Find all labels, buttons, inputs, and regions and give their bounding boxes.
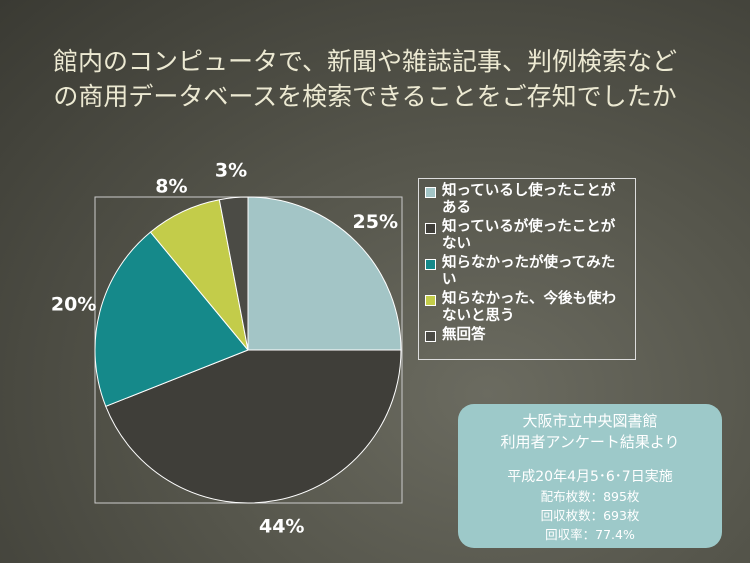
data-label: 44% xyxy=(259,515,304,537)
note-date: 平成20年4月5･6･7日実施 xyxy=(507,469,673,485)
data-label: 3% xyxy=(215,159,247,181)
pie-slice xyxy=(247,196,402,351)
legend-swatch xyxy=(425,295,436,306)
legend-item: 知っているが使ったことがない xyxy=(425,219,629,253)
pie-slice xyxy=(105,349,402,504)
data-label: 25% xyxy=(353,211,398,233)
legend-item: 知らなかったが使ってみたい xyxy=(425,255,629,289)
pie-slice xyxy=(218,196,249,351)
legend-item: 無回答 xyxy=(425,327,629,344)
legend-label: 知らなかったが使ってみたい xyxy=(442,255,616,288)
legend: 知っているし使ったことがある 知っているが使ったことがない 知らなかったが使ってみた… xyxy=(418,178,636,360)
legend-item: 知らなかった、今後も使わないと思う xyxy=(425,291,629,325)
note-detail: 回収枚数：693枚 xyxy=(540,508,640,523)
legend-swatch xyxy=(425,223,436,234)
note-detail: 回収率：77.4% xyxy=(545,527,635,542)
legend-label: 知っているが使ったことがない xyxy=(442,219,616,252)
note-detail: 配布枚数：895枚 xyxy=(540,489,640,504)
legend-swatch xyxy=(425,187,436,198)
note-line: 大阪市立中央図書館 xyxy=(522,412,658,430)
chart-title: の商用データベースを検索できることをご存知でしたか xyxy=(53,82,676,111)
chart-title: 館内のコンピュータで、新聞や雑誌記事、判例検索など xyxy=(53,47,677,76)
note-box: 大阪市立中央図書館 利用者アンケート結果より 平成20年4月5･6･7日実施 配… xyxy=(458,404,722,548)
pie-slice xyxy=(94,231,249,407)
legend-label: 知っているし使ったことがある xyxy=(442,183,616,216)
legend-swatch xyxy=(425,259,436,270)
legend-item: 知っているし使ったことがある xyxy=(425,183,629,217)
note-line: 利用者アンケート結果より xyxy=(500,433,680,451)
legend-swatch xyxy=(425,331,436,342)
legend-label: 無回答 xyxy=(442,327,486,343)
data-label: 8% xyxy=(155,176,187,198)
legend-label: 知らなかった、今後も使わないと思う xyxy=(442,291,616,324)
data-label: 20% xyxy=(51,294,96,316)
